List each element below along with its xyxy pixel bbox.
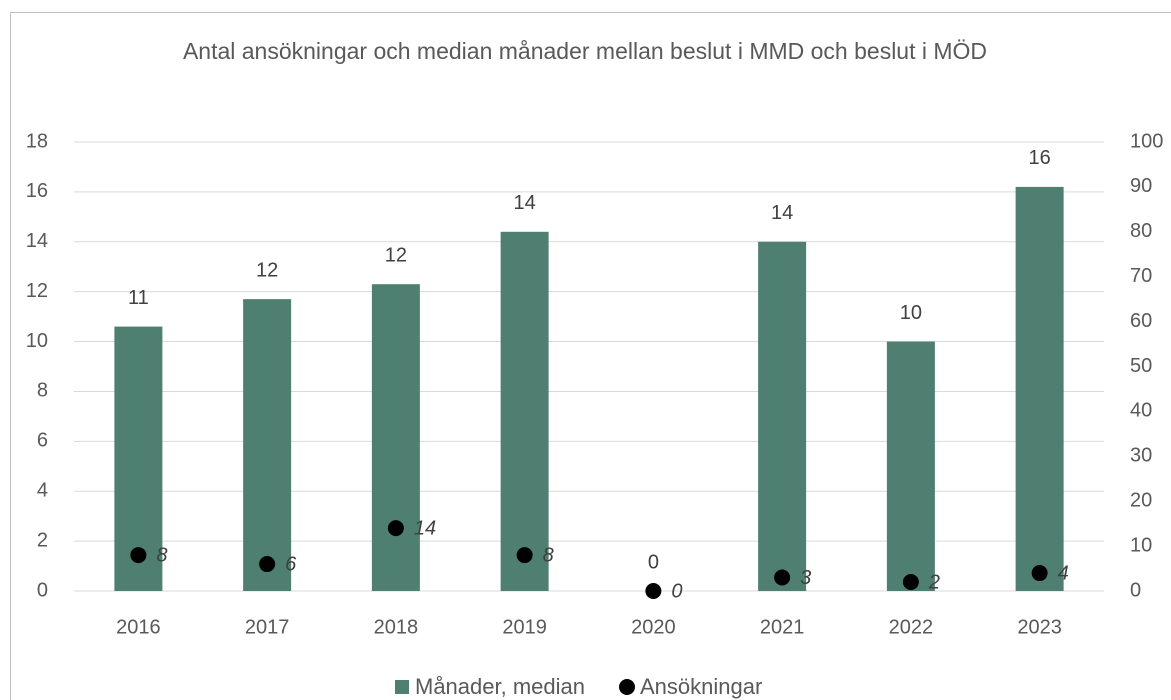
- dot: [130, 547, 147, 564]
- y-tick-label: 16: [26, 180, 48, 202]
- data-label: 0: [648, 551, 659, 573]
- y2-tick-label: 60: [1130, 310, 1152, 332]
- dot: [645, 583, 662, 599]
- bar: [500, 231, 549, 592]
- dot: [516, 547, 533, 564]
- data-label: 11: [128, 287, 149, 309]
- data-label: 6: [285, 553, 297, 575]
- dot: [1031, 565, 1048, 582]
- bar: [243, 299, 292, 591]
- data-label: 4: [1058, 562, 1069, 584]
- y2-tick-label: 40: [1130, 400, 1152, 422]
- x-tick-label: 2020: [631, 616, 676, 638]
- y2-tick-label: 70: [1130, 265, 1152, 287]
- data-label: 8: [543, 544, 554, 566]
- x-tick-label: 2021: [760, 616, 805, 638]
- y2-tick-label: 80: [1130, 220, 1152, 242]
- y2-tick-label: 90: [1130, 175, 1152, 197]
- data-label: 14: [514, 192, 536, 214]
- data-label: 8: [156, 544, 167, 566]
- data-label: 0: [671, 580, 682, 602]
- y-tick-label: 14: [26, 230, 48, 252]
- legend-swatch: [395, 680, 409, 694]
- bar: [1015, 186, 1064, 591]
- bar: [758, 241, 807, 591]
- legend-label: Månader, median: [415, 674, 585, 699]
- data-label: 10: [900, 302, 922, 324]
- y-tick-label: 6: [37, 430, 48, 452]
- data-label: 12: [256, 259, 278, 281]
- legend-swatch: [619, 679, 635, 695]
- y2-tick-label: 10: [1130, 534, 1152, 556]
- data-label: 2: [928, 571, 940, 593]
- x-tick-label: 2023: [1017, 616, 1062, 638]
- y2-tick-label: 30: [1130, 445, 1152, 467]
- bar: [371, 284, 420, 591]
- bar: [886, 341, 935, 591]
- y-tick-label: 4: [37, 480, 48, 502]
- legend-label: Ansökningar: [640, 674, 762, 699]
- data-label: 14: [771, 202, 793, 224]
- x-tick-label: 2017: [245, 616, 290, 638]
- y-tick-label: 10: [26, 330, 48, 352]
- chart-title: Antal ansökningar och median månader mel…: [182, 38, 988, 64]
- data-label: 14: [414, 517, 436, 539]
- y-tick-label: 12: [26, 280, 48, 302]
- dot: [387, 520, 404, 537]
- data-label: 16: [1029, 147, 1051, 169]
- x-tick-label: 2018: [374, 616, 419, 638]
- chart-frame: [10, 12, 1171, 700]
- bar: [114, 326, 163, 591]
- data-label: 3: [800, 567, 811, 589]
- dot: [259, 556, 276, 573]
- y2-tick-label: 50: [1130, 355, 1152, 377]
- x-tick-label: 2019: [502, 616, 547, 638]
- y-tick-label: 18: [26, 130, 48, 152]
- y2-tick-label: 100: [1130, 130, 1163, 152]
- y-tick-label: 8: [37, 380, 48, 402]
- y-tick-label: 2: [37, 529, 48, 551]
- y2-tick-label: 0: [1130, 579, 1141, 601]
- y2-tick-label: 20: [1130, 489, 1152, 511]
- dot: [902, 574, 919, 591]
- dot: [774, 569, 791, 586]
- y-tick-label: 0: [37, 579, 48, 601]
- x-tick-label: 2022: [889, 616, 934, 638]
- data-label: 12: [385, 244, 407, 266]
- x-tick-label: 2016: [116, 616, 161, 638]
